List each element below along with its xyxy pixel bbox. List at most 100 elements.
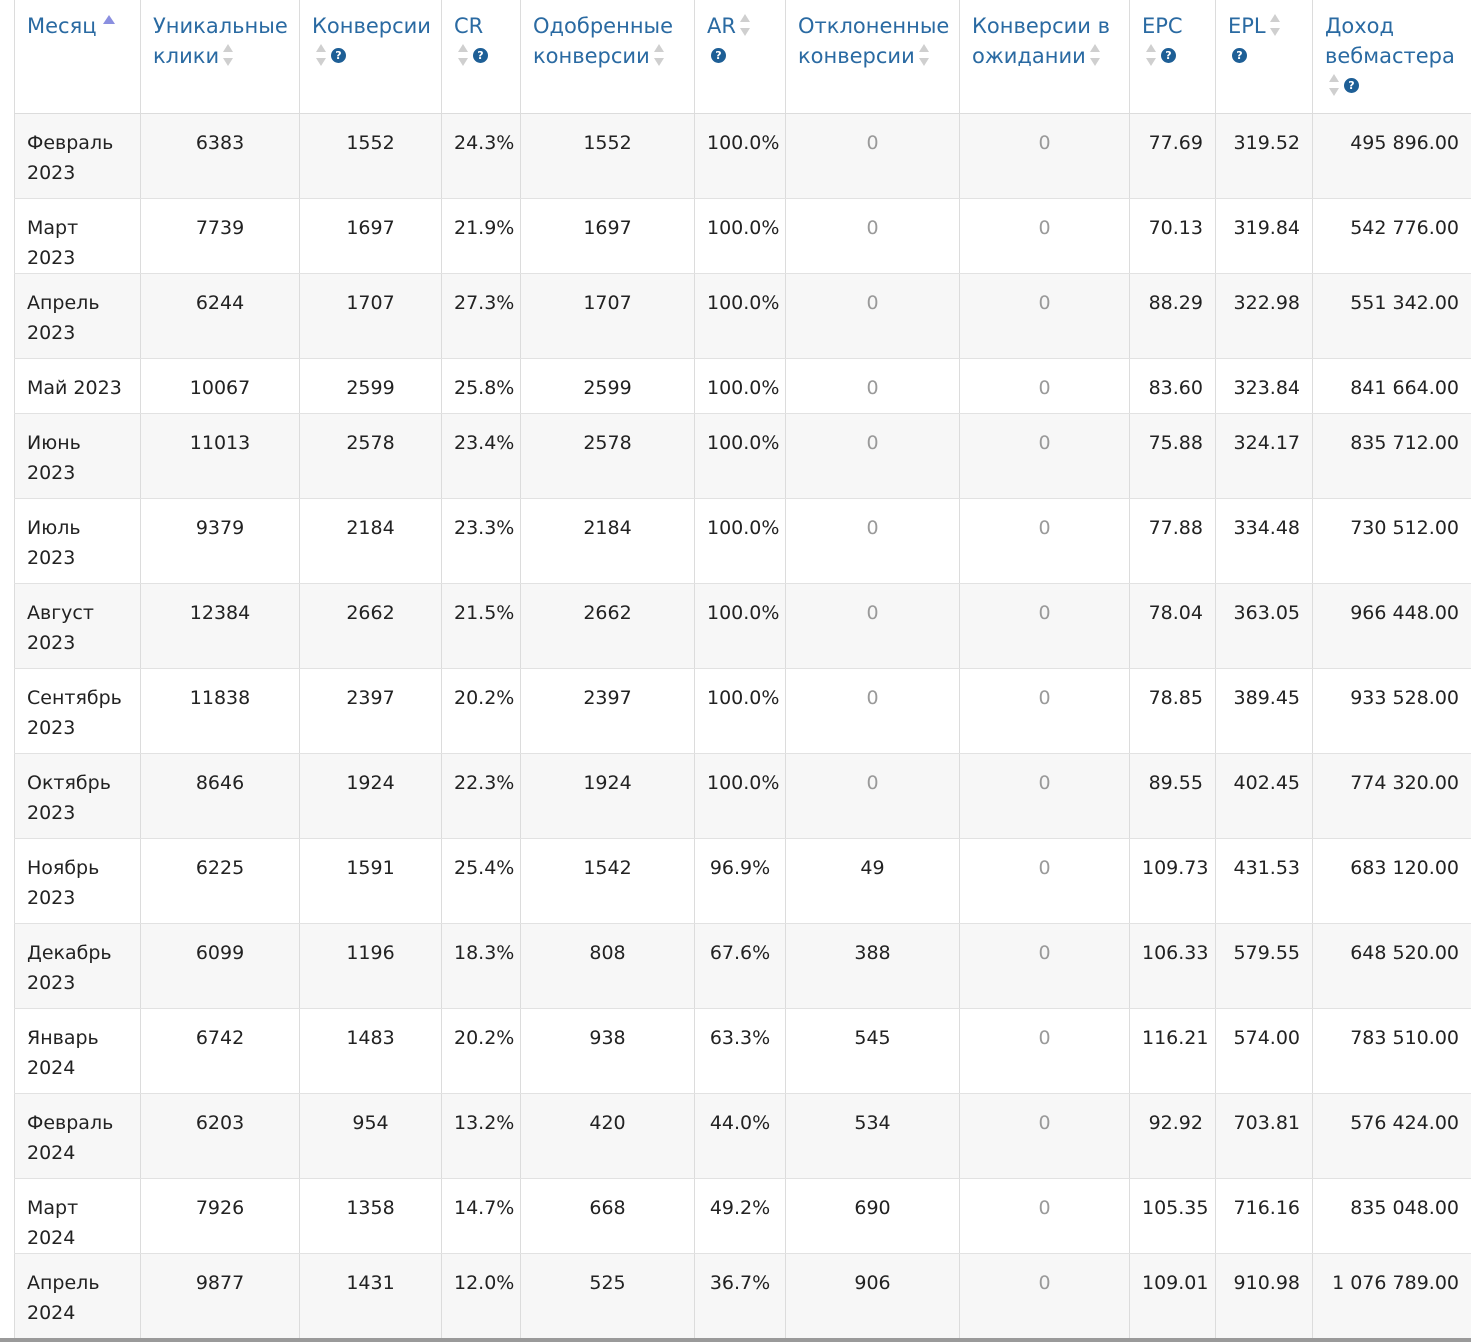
cell-cr: 14.7%: [441, 1178, 521, 1254]
cell-income: 774 320.00: [1312, 753, 1471, 839]
cell-conversions: 1552: [299, 113, 442, 199]
cell-month: Июль 2023: [14, 498, 141, 584]
help-icon[interactable]: ?: [1232, 47, 1247, 63]
column-header-pending[interactable]: Конверсии в ожидании: [959, 0, 1130, 114]
cell-unique-clicks: 6244: [140, 273, 300, 359]
cell-conversions: 1196: [299, 923, 442, 1009]
cell-rejected: 534: [785, 1093, 960, 1179]
cell-cr: 13.2%: [441, 1093, 521, 1179]
cell-pending: 0: [959, 753, 1130, 839]
column-header-unique-clicks[interactable]: Уникальные клики: [140, 0, 300, 114]
cell-ar: 63.3%: [694, 1008, 786, 1094]
help-icon[interactable]: ?: [1344, 77, 1359, 93]
sort-icon[interactable]: [1089, 44, 1101, 66]
cell-conversions: 1431: [299, 1253, 442, 1339]
sort-icon[interactable]: [739, 14, 751, 36]
cell-cr: 27.3%: [441, 273, 521, 359]
cell-conversions: 1591: [299, 838, 442, 924]
column-header-cr[interactable]: CR?: [441, 0, 521, 114]
cell-epc: 109.01: [1129, 1253, 1216, 1339]
column-header-month[interactable]: Месяц: [14, 0, 141, 114]
cell-income: 835 048.00: [1312, 1178, 1471, 1254]
sort-icon[interactable]: [1329, 74, 1340, 96]
help-icon[interactable]: ?: [1161, 47, 1176, 63]
cell-ar: 36.7%: [694, 1253, 786, 1339]
header-row: Месяц Уникальные клики Конверсии? CR? Од…: [14, 0, 1471, 114]
column-header-ar[interactable]: AR?: [694, 0, 786, 114]
cell-unique-clicks: 11013: [140, 413, 300, 499]
help-icon[interactable]: ?: [331, 47, 346, 63]
cell-conversions: 1707: [299, 273, 442, 359]
table-row: Май 2023 10067 2599 25.8% 2599 100.0% 0 0 83.60 3…: [14, 358, 1471, 414]
sort-icon[interactable]: [458, 44, 469, 66]
cell-conversions: 954: [299, 1093, 442, 1179]
column-header-epc[interactable]: EPC?: [1129, 0, 1216, 114]
sort-icon[interactable]: [918, 44, 930, 66]
cell-month: Ноябрь 2023: [14, 838, 141, 924]
sort-icon[interactable]: [1269, 14, 1281, 36]
cell-rejected: 49: [785, 838, 960, 924]
table-body: Февраль 2023 6383 1552 24.3% 1552 100.0% 0 0 77.…: [14, 113, 1471, 1342]
cell-epl: 574.00: [1215, 1008, 1313, 1094]
sort-icon[interactable]: [1146, 44, 1157, 66]
stats-table-container[interactable]: Месяц Уникальные клики Конверсии? CR? Од…: [14, 0, 1471, 1342]
sort-icon[interactable]: [316, 44, 327, 66]
cell-epc: 70.13: [1129, 198, 1216, 274]
cell-unique-clicks: 9877: [140, 1253, 300, 1339]
cell-month: Март 2023: [14, 198, 141, 274]
horizontal-scrollbar[interactable]: [0, 1338, 1471, 1342]
cell-ar: 49.2%: [694, 1178, 786, 1254]
cell-pending: 0: [959, 1008, 1130, 1094]
cell-conversions: 2662: [299, 583, 442, 669]
cell-rejected: 0: [785, 198, 960, 274]
column-header-income[interactable]: Доход вебмастера?: [1312, 0, 1471, 114]
cell-ar: 44.0%: [694, 1093, 786, 1179]
cell-month: Декабрь 2023: [14, 923, 141, 1009]
cell-month: Апрель 2023: [14, 273, 141, 359]
cell-income: 1 076 789.00: [1312, 1253, 1471, 1339]
cell-rejected: 0: [785, 273, 960, 359]
cell-epc: 77.88: [1129, 498, 1216, 584]
sort-icon[interactable]: [653, 44, 665, 66]
column-header-approved[interactable]: Одобренные конверсии: [520, 0, 695, 114]
cell-approved: 1542: [520, 838, 695, 924]
cell-conversions: 1697: [299, 198, 442, 274]
help-icon[interactable]: ?: [473, 47, 488, 63]
sort-ascending-icon[interactable]: [102, 15, 115, 24]
table-row: Декабрь 2023 6099 1196 18.3% 808 67.6% 388 0 106…: [14, 923, 1471, 1009]
table-row: Апрель 2024 9877 1431 12.0% 525 36.7% 906 0 109.…: [14, 1253, 1471, 1339]
cell-approved: 668: [520, 1178, 695, 1254]
column-header-label: AR: [707, 14, 736, 38]
cell-unique-clicks: 6203: [140, 1093, 300, 1179]
column-header-rejected[interactable]: Отклоненные конверсии: [785, 0, 960, 114]
cell-pending: 0: [959, 838, 1130, 924]
cell-pending: 0: [959, 413, 1130, 499]
cell-epl: 363.05: [1215, 583, 1313, 669]
column-header-epl[interactable]: EPL?: [1215, 0, 1313, 114]
column-header-label: Доход вебмастера: [1325, 14, 1455, 68]
sort-icon[interactable]: [223, 44, 234, 66]
cell-rejected: 690: [785, 1178, 960, 1254]
help-icon[interactable]: ?: [711, 47, 726, 63]
left-gutter: [0, 0, 14, 1342]
cell-ar: 100.0%: [694, 273, 786, 359]
cell-pending: 0: [959, 1093, 1130, 1179]
cell-approved: 420: [520, 1093, 695, 1179]
cell-pending: 0: [959, 668, 1130, 754]
cell-unique-clicks: 11838: [140, 668, 300, 754]
column-header-conversions[interactable]: Конверсии?: [299, 0, 442, 114]
cell-income: 835 712.00: [1312, 413, 1471, 499]
cell-cr: 18.3%: [441, 923, 521, 1009]
cell-ar: 100.0%: [694, 413, 786, 499]
cell-epc: 88.29: [1129, 273, 1216, 359]
cell-rejected: 0: [785, 358, 960, 414]
table-row: Сентябрь 2023 11838 2397 20.2% 2397 100.0% 0 0 7…: [14, 668, 1471, 754]
cell-rejected: 388: [785, 923, 960, 1009]
cell-cr: 20.2%: [441, 1008, 521, 1094]
cell-income: 542 776.00: [1312, 198, 1471, 274]
cell-pending: 0: [959, 1253, 1130, 1339]
cell-month: Октябрь 2023: [14, 753, 141, 839]
cell-pending: 0: [959, 198, 1130, 274]
cell-approved: 1552: [520, 113, 695, 199]
column-header-label: EPL: [1228, 14, 1266, 38]
